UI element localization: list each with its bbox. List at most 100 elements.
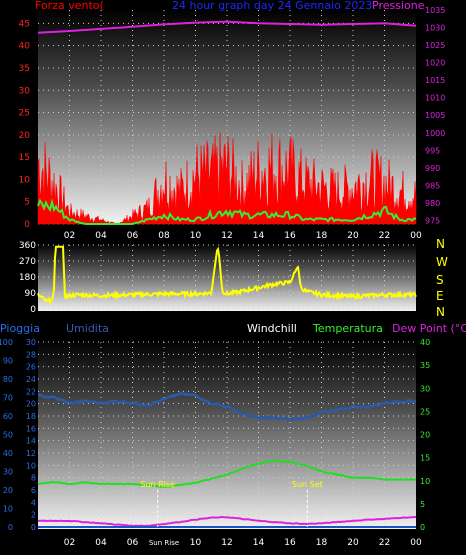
wind-x-tick: 16	[284, 231, 296, 241]
temperature-plot-area	[38, 340, 416, 529]
direction-y-tick: 360	[19, 241, 36, 251]
wind-x-tick: 10	[190, 231, 202, 241]
wind-y-tick: 40	[19, 42, 31, 52]
pressure-y-tick: 1025	[425, 41, 445, 50]
temperature-series	[37, 459, 417, 488]
temp-right-y-tick: 35	[420, 361, 430, 370]
temp-left-y-tick: 0	[31, 523, 36, 532]
wind-left-label: Forza vento(	[35, 0, 104, 12]
pressure-right-label: Pressione	[372, 0, 425, 12]
direction-grid	[38, 244, 416, 310]
direction-y-tick: 90	[25, 289, 37, 299]
wind-x-tick: 20	[347, 231, 359, 241]
pressure-y-tick: 975	[425, 216, 440, 225]
temp-right-y-tick: 25	[420, 407, 430, 416]
pressure-y-tick: 980	[425, 199, 440, 208]
pressure-y-tick: 1010	[425, 94, 445, 103]
temp-left-y-tick: 14	[26, 437, 36, 446]
pressure-series	[37, 20, 417, 34]
pressure-y-tick: 985	[425, 181, 440, 190]
wind-y-tick: 10	[19, 175, 31, 185]
temp-right-y-tick: 40	[420, 338, 430, 347]
wind-x-tick: 02	[64, 231, 75, 241]
temp-right-y-tick: 10	[420, 477, 430, 486]
temp-left-y-tick: 26	[26, 363, 36, 372]
rain-y-tick: 70	[3, 394, 13, 403]
direction-y-tick: 0	[30, 305, 36, 315]
wind-axis-ticks: 0510152025303540459759809859909951000100…	[19, 6, 446, 241]
direction-y-tick: 180	[19, 273, 36, 283]
wind-series	[37, 132, 417, 225]
pressure-y-tick: 1005	[425, 111, 445, 120]
temp-left-y-tick: 12	[26, 449, 36, 458]
compass-tick: E	[436, 289, 444, 303]
wind-x-tick: 22	[379, 231, 390, 241]
wind-x-tick: 18	[316, 231, 328, 241]
pressure-y-tick: 995	[425, 146, 440, 155]
wind-y-tick: 30	[19, 86, 31, 96]
pressure-y-tick: 1000	[425, 129, 445, 138]
temp-right-y-tick: 15	[420, 454, 430, 463]
temp-left-y-tick: 28	[26, 350, 36, 359]
temp-right-y-tick: 20	[420, 431, 430, 440]
wind-y-tick: 0	[24, 220, 30, 230]
wind-x-tick: 12	[221, 231, 232, 241]
temp-x-tick: 20	[347, 538, 359, 548]
temp-left-y-tick: 20	[26, 400, 36, 409]
rain-y-tick: 20	[3, 486, 13, 495]
wind-x-tick: 00	[410, 231, 422, 241]
temp-left-y-tick: 18	[26, 412, 36, 421]
wind-y-tick: 25	[19, 109, 30, 119]
temp-left-y-tick: 10	[26, 461, 36, 470]
rain-y-tick: 50	[3, 431, 13, 440]
wind-y-tick: 35	[19, 64, 30, 74]
sun-annotations: Sun Rise Sun Set	[140, 480, 323, 527]
temp-x-tick: 22	[379, 538, 390, 548]
dewpoint-label: Dew Point (°C)	[392, 322, 466, 335]
rain-y-tick: 60	[3, 412, 13, 421]
gust-series	[37, 198, 417, 225]
temp-right-y-tick: 0	[420, 523, 425, 532]
temperature-label: Temperatura	[312, 322, 383, 335]
rain-label: Pioggia	[0, 322, 40, 335]
wind-x-tick: 08	[158, 231, 170, 241]
temp-left-y-tick: 6	[31, 486, 36, 495]
rain-y-tick: 100	[0, 338, 13, 347]
direction-series	[37, 245, 417, 305]
pressure-y-tick: 1020	[425, 59, 445, 68]
compass-tick: S	[436, 273, 444, 287]
temp-x-tick: 12	[221, 538, 232, 548]
pressure-y-tick: 1030	[425, 24, 445, 33]
wind-y-tick: 45	[19, 19, 30, 29]
rain-y-tick: 10	[3, 505, 13, 514]
sun-marker-label: Sun Rise	[140, 480, 175, 489]
pressure-y-tick: 990	[425, 164, 440, 173]
temperature-axis-ticks: 0102030405060708090100024681012141618202…	[0, 338, 430, 548]
temp-left-y-tick: 24	[26, 375, 36, 384]
temp-right-y-tick: 5	[420, 500, 425, 509]
temp-left-y-tick: 16	[26, 424, 36, 433]
compass-tick: W	[436, 255, 448, 269]
pressure-y-tick: 1035	[425, 6, 445, 15]
wind-x-tick: 14	[253, 231, 265, 241]
temp-left-y-tick: 30	[26, 338, 36, 347]
wind-chart-title: 24 hour graph day 24 Gennaio 2023	[172, 0, 372, 12]
compass-tick: N	[436, 305, 445, 319]
wind-y-tick: 15	[19, 153, 30, 163]
rain-y-tick: 0	[8, 523, 13, 532]
temp-left-y-tick: 22	[26, 387, 36, 396]
wind-x-tick: 06	[127, 231, 139, 241]
temp-x-tick: 18	[316, 538, 328, 548]
temp-left-y-tick: 8	[31, 474, 36, 483]
rain-y-tick: 90	[3, 357, 13, 366]
wind-y-tick: 5	[24, 198, 30, 208]
rain-y-tick: 30	[3, 468, 13, 477]
wind-x-tick: 04	[95, 231, 107, 241]
temp-x-tick: 10	[190, 538, 202, 548]
temp-x-tick: 04	[95, 538, 107, 548]
temp-right-y-tick: 30	[420, 384, 430, 393]
temp-x-tick: 02	[64, 538, 75, 548]
rain-y-tick: 40	[3, 449, 13, 458]
humidity-label: Umidita	[66, 322, 109, 335]
